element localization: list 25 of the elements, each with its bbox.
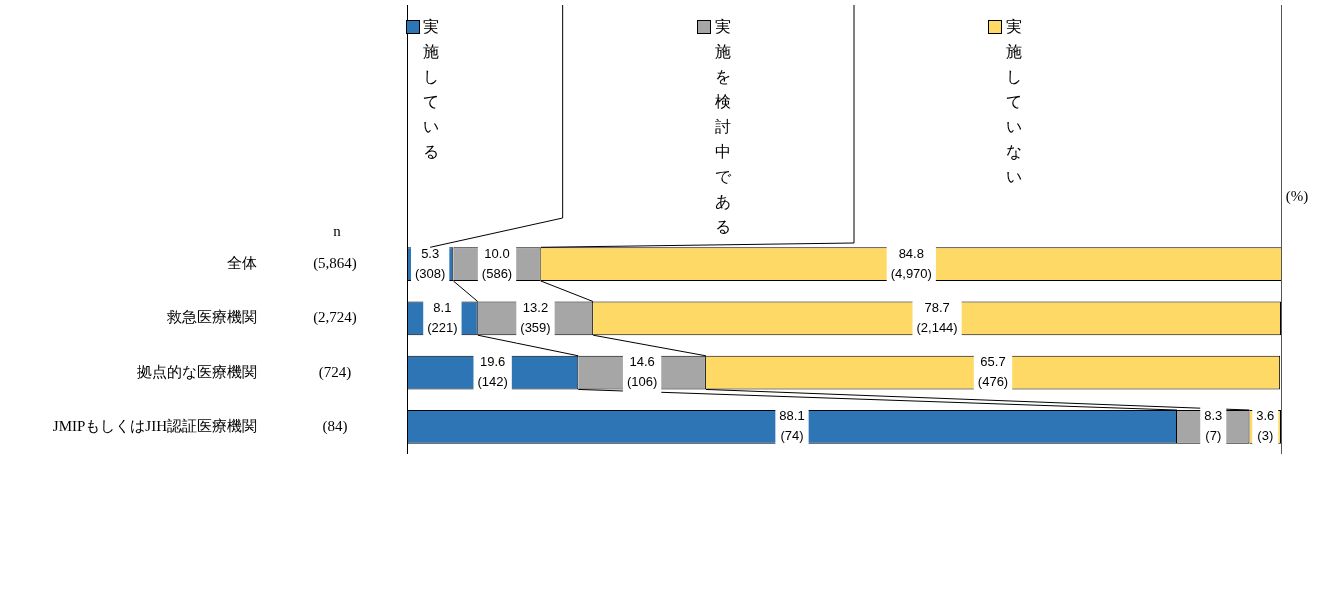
text: (724)	[318, 363, 352, 381]
y-tick-label: 救急医療機関	[166, 309, 257, 326]
data-label: 10.0 (586)	[481, 245, 513, 281]
data-label: 65.7 (476)	[977, 354, 1009, 390]
text: (%)	[1285, 187, 1309, 205]
data-label: 14.6 (106)	[626, 354, 658, 390]
data-label: 19.6 (142)	[477, 354, 508, 390]
text: n	[333, 222, 342, 239]
text: (5,864)	[313, 255, 357, 273]
y-tick-label: 拠点的な医療機関	[137, 363, 257, 380]
data-label: 8.3 (7)	[1204, 408, 1223, 444]
text: (2,724)	[313, 309, 357, 327]
data-label: 88.1 (74)	[779, 408, 805, 444]
legend-label: 実施していない	[1005, 17, 1023, 187]
legend-label: 実施している	[422, 17, 440, 162]
data-label: 13.2 (359)	[520, 299, 551, 335]
data-label: 5.3 (308)	[414, 245, 446, 281]
text: (84)	[322, 417, 348, 435]
y-tick-label: 全体	[227, 255, 257, 272]
text: 実施を検討中である	[714, 18, 731, 235]
data-label: 3.6 (3)	[1256, 408, 1275, 444]
data-label: 84.8 (4,970)	[890, 245, 932, 281]
data-label: 8.1 (221)	[427, 299, 458, 335]
y-tick-label: JMIPもしくはJIH認証医療機関	[52, 417, 257, 434]
data-label: 78.7 (2,144)	[916, 299, 958, 335]
